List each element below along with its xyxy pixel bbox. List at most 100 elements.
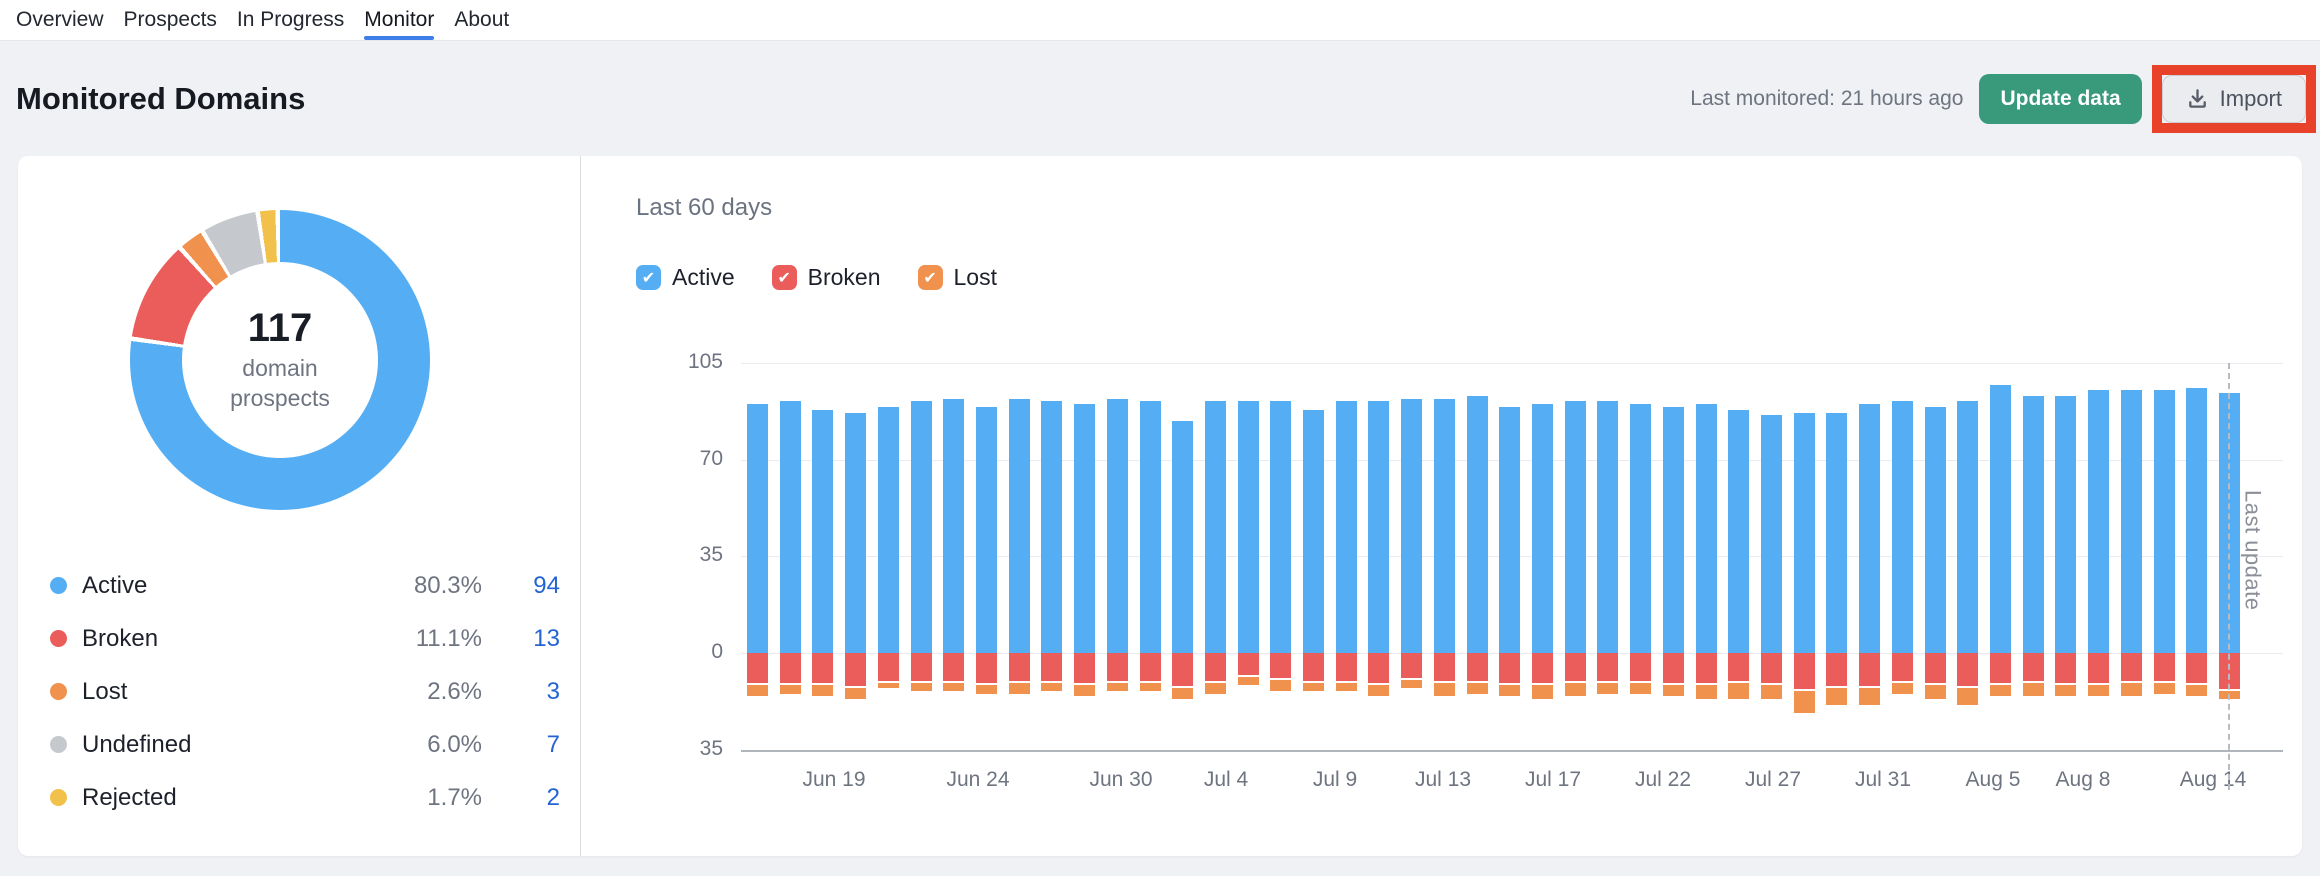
donut-total-label: domain prospects: [230, 355, 330, 411]
page-title: Monitored Domains: [16, 80, 306, 116]
bar-lost: [1172, 688, 1194, 700]
bar-active: [1793, 412, 1815, 653]
bar-lost: [2088, 685, 2110, 697]
legend-percentage: 11.1%: [415, 624, 482, 652]
chart-title: Last 60 days: [636, 194, 773, 221]
tab-about[interactable]: About: [454, 8, 510, 31]
update-data-button[interactable]: Update data: [1979, 73, 2142, 124]
bar-broken: [1564, 653, 1586, 681]
bar-active: [1891, 401, 1913, 653]
import-button[interactable]: Import: [2161, 74, 2306, 123]
bar-active: [1695, 404, 1717, 653]
bar-lost: [1630, 682, 1652, 694]
bar-lost: [1270, 679, 1292, 691]
x-axis-label-aug-14: Aug 14: [2179, 768, 2247, 791]
tab-overview[interactable]: Overview: [16, 8, 104, 31]
y-axis-label-105: 105: [687, 349, 723, 373]
bar-lost: [1728, 682, 1750, 700]
bar-broken: [1826, 653, 1848, 687]
x-axis-label-jul-9: Jul 9: [1312, 768, 1358, 791]
bar-active: [2186, 387, 2208, 653]
bar-broken: [943, 653, 965, 681]
stacked-bar-chart: 105 70 35 0 35 Jun 19 Jun 24 Jun 30 Jul 4 Jul 9 Ju…: [598, 156, 2320, 856]
bar-broken: [2055, 653, 2077, 684]
tab-prospects[interactable]: Prospects: [123, 8, 217, 31]
tab-in-progress[interactable]: In Progress: [236, 8, 345, 31]
gridline-105: [741, 362, 2283, 364]
bar-broken: [1793, 653, 1815, 689]
bar-lost: [1041, 682, 1063, 691]
x-axis-label-aug-5: Aug 5: [1965, 768, 2021, 791]
filter-broken[interactable]: ✔ Broken: [771, 264, 881, 291]
x-axis-label-jul-22: Jul 22: [1634, 768, 1692, 791]
donut-hole: [182, 262, 378, 458]
bar-broken: [2153, 653, 2175, 681]
legend-dot-broken: [50, 630, 67, 647]
bar-active: [1957, 401, 1979, 653]
bar-broken: [1662, 653, 1684, 684]
bar-broken: [877, 653, 899, 681]
filter-label: Active: [672, 264, 735, 290]
x-axis-line: [741, 749, 2283, 752]
filter-label: Broken: [807, 264, 881, 290]
bar-broken: [1924, 653, 1946, 684]
bar-active: [1662, 407, 1684, 653]
x-axis-label-jul-4: Jul 4: [1203, 768, 1249, 791]
bar-broken: [1139, 653, 1161, 681]
x-axis-label-jun-30: Jun 30: [1089, 768, 1153, 791]
bar-broken: [1989, 653, 2011, 684]
top-nav: Overview Prospects In Progress Monitor About: [0, 0, 2320, 41]
bar-active: [2088, 390, 2110, 653]
bar-broken: [1106, 653, 1128, 681]
legend-label: Rejected: [82, 783, 177, 811]
y-axis-label-70: 70: [699, 446, 723, 470]
bar-broken: [1499, 653, 1521, 684]
bar-lost: [877, 682, 899, 689]
bar-broken: [1891, 653, 1913, 681]
legend-count-link[interactable]: 3: [546, 677, 560, 705]
bar-broken: [1695, 653, 1717, 684]
bar-lost: [779, 685, 801, 694]
legend-count-link[interactable]: 7: [546, 730, 560, 758]
checkbox-lost[interactable]: ✔: [917, 265, 943, 290]
download-icon: [2186, 87, 2209, 110]
filter-active[interactable]: ✔ Active: [636, 264, 735, 291]
bar-broken: [1237, 653, 1259, 676]
checkbox-broken[interactable]: ✔: [771, 265, 797, 290]
bar-broken: [1466, 653, 1488, 681]
tab-monitor[interactable]: Monitor: [364, 0, 435, 40]
bar-lost: [975, 685, 997, 694]
checkbox-active[interactable]: ✔: [636, 265, 661, 290]
bar-active: [747, 404, 768, 653]
bar-active: [1532, 404, 1554, 653]
legend-count-link[interactable]: 2: [546, 783, 560, 811]
filter-label: Lost: [953, 264, 997, 290]
y-axis-label-0: 0: [711, 640, 723, 663]
bar-active: [1368, 401, 1390, 653]
legend-label: Lost: [82, 677, 128, 705]
bar-active: [2022, 395, 2044, 653]
bar-lost: [1466, 682, 1488, 694]
bar-lost: [2055, 685, 2077, 697]
bar-broken: [1303, 653, 1325, 681]
bar-lost: [1761, 685, 1782, 700]
bar-broken: [1401, 653, 1423, 678]
legend-count-link[interactable]: 94: [533, 571, 560, 599]
bar-lost: [2120, 682, 2142, 697]
bar-lost: [2022, 682, 2044, 697]
bar-lost: [1303, 682, 1325, 691]
filter-lost[interactable]: ✔ Lost: [917, 264, 997, 291]
bar-active: [1630, 404, 1652, 653]
legend-count-link[interactable]: 13: [533, 624, 560, 652]
bar-active: [845, 412, 867, 653]
bar-active: [1499, 407, 1521, 653]
legend-label: Broken: [82, 624, 159, 652]
y-axis-label-35: 35: [699, 543, 723, 567]
bar-active: [1466, 395, 1488, 653]
bar-active: [1859, 404, 1881, 653]
bar-broken: [1008, 653, 1030, 681]
legend-row-rejected: Rejected 1.7% 2: [50, 771, 560, 824]
bar-broken: [1270, 653, 1292, 678]
panel-divider: [580, 156, 581, 856]
bar-broken: [1368, 653, 1390, 684]
